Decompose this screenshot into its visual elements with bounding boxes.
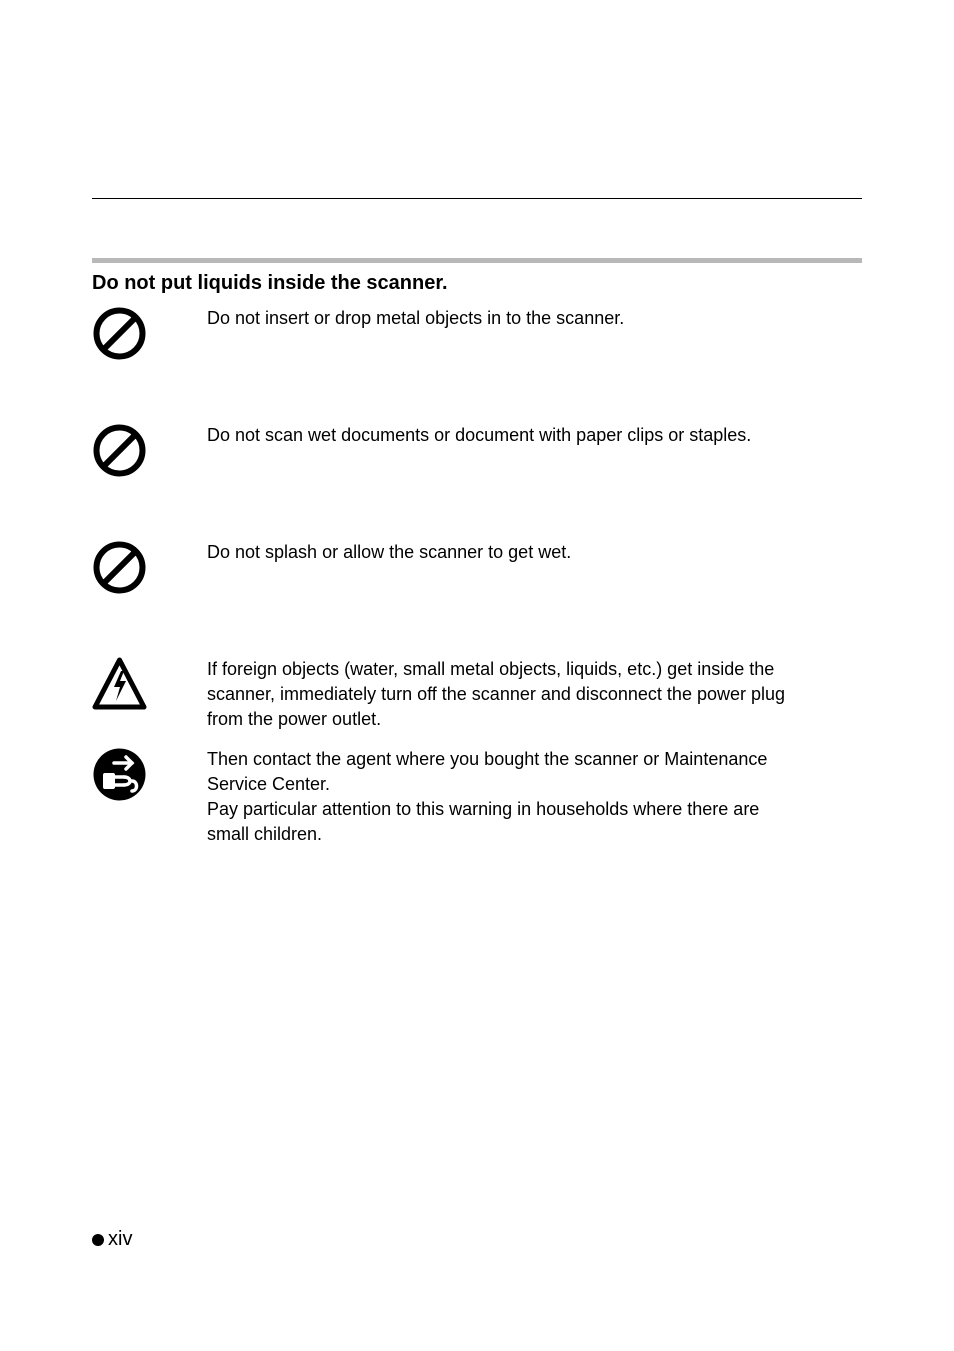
rule-top — [92, 198, 862, 199]
warning-text: If foreign objects (water, small metal o… — [207, 657, 794, 733]
warning-row: Do not splash or allow the scanner to ge… — [92, 540, 794, 595]
warning-row: If foreign objects (water, small metal o… — [92, 657, 794, 733]
warnings-list: Do not insert or drop metal objects in t… — [92, 306, 794, 847]
prohibit-icon — [92, 540, 207, 595]
unplug-icon — [92, 747, 207, 802]
page: Do not put liquids inside the scanner. D… — [0, 0, 954, 1351]
prohibit-icon — [92, 306, 207, 361]
warning-row: Do not insert or drop metal objects in t… — [92, 306, 794, 361]
warning-row: Do not scan wet documents or document wi… — [92, 423, 794, 478]
section-heading: Do not put liquids inside the scanner. — [92, 272, 448, 295]
page-footer: xiv — [92, 1228, 132, 1251]
rule-gray — [92, 258, 862, 263]
prohibit-icon — [92, 423, 207, 478]
warning-text: Do not splash or allow the scanner to ge… — [207, 540, 794, 565]
warning-text: Then contact the agent where you bought … — [207, 747, 794, 848]
bullet-icon — [92, 1234, 104, 1246]
page-number: xiv — [108, 1228, 132, 1251]
shock-warning-icon — [92, 657, 207, 712]
warning-text: Do not scan wet documents or document wi… — [207, 423, 794, 448]
warning-text: Do not insert or drop metal objects in t… — [207, 306, 794, 331]
warning-row: Then contact the agent where you bought … — [92, 747, 794, 848]
